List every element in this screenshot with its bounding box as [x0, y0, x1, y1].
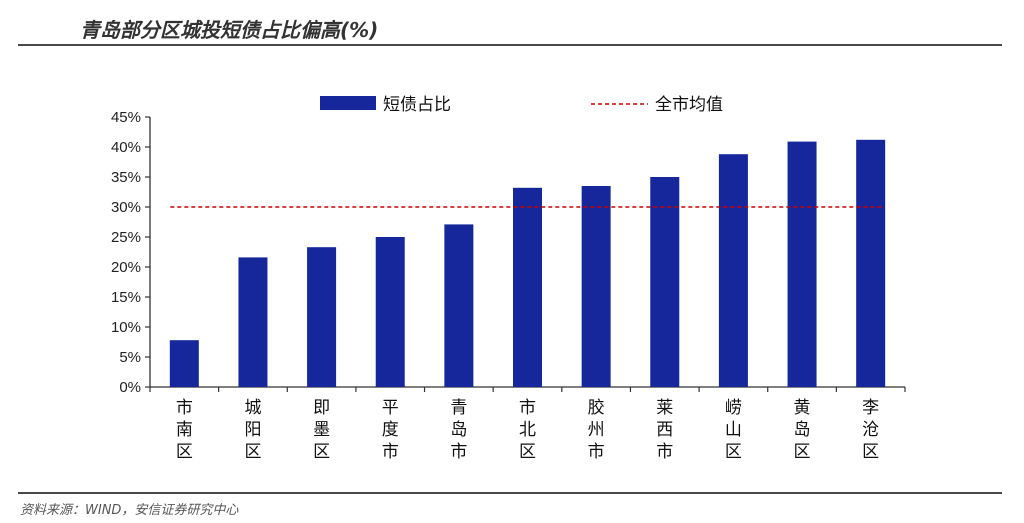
category-label: 市南区: [176, 398, 193, 462]
bar-城阳区: [238, 257, 268, 387]
bar-即墨区: [307, 247, 337, 387]
bar-平度市: [375, 237, 405, 387]
y-tick-label: 45%: [111, 109, 141, 126]
y-tick-label: 5%: [119, 349, 141, 366]
y-tick-label: 15%: [111, 289, 141, 306]
bar-青岛市: [444, 224, 474, 387]
category-label: 市北区: [519, 398, 536, 462]
page-title: 青岛部分区城投短债占比偏高(%): [80, 18, 379, 42]
bar-黄岛区: [787, 141, 817, 387]
legend-label-bar: 短债占比: [383, 95, 451, 115]
category-label: 胶州市: [588, 398, 605, 462]
legend-swatch-bar: [320, 96, 376, 110]
title-divider: [18, 44, 1002, 46]
category-label: 崂山区: [725, 398, 742, 462]
bar-市北区: [513, 187, 542, 387]
bar-市南区: [169, 340, 199, 387]
y-tick-label: 0%: [119, 379, 141, 396]
category-labels: 市南区 城阳区 即墨区 平度市 青岛市 市北区 胶州市 莱西市 崂山区 黄岛区 李沧区: [176, 398, 879, 462]
chart-axes: 0% 5% 10% 15% 20% 25% 30% 35% 40% 45%: [111, 109, 906, 396]
category-label: 城阳区: [244, 398, 261, 462]
category-label: 即墨区: [313, 398, 330, 462]
footer-divider: [18, 492, 1002, 494]
category-label: 平度市: [382, 398, 399, 462]
chart-bars: [169, 139, 886, 387]
bar-崂山区: [718, 154, 748, 387]
legend-label-line: 全市均值: [655, 95, 723, 115]
chart-legend: 短债占比 全市均值: [320, 95, 723, 115]
y-tick-label: 30%: [111, 199, 141, 216]
bar-李沧区: [856, 139, 886, 387]
y-tick-label: 40%: [111, 139, 141, 156]
category-label: 莱西市: [656, 398, 673, 462]
category-label: 青岛市: [450, 398, 467, 462]
y-tick-label: 20%: [111, 259, 141, 276]
bar-胶州市: [581, 186, 611, 387]
category-label: 黄岛区: [794, 398, 811, 462]
y-tick-label: 10%: [111, 319, 141, 336]
bar-莱西市: [650, 177, 680, 387]
y-tick-label: 25%: [111, 229, 141, 246]
y-tick-label: 35%: [111, 169, 141, 186]
category-label: 李沧区: [862, 398, 879, 462]
source-note: 资料来源：WIND，安信证券研究中心: [20, 503, 239, 518]
